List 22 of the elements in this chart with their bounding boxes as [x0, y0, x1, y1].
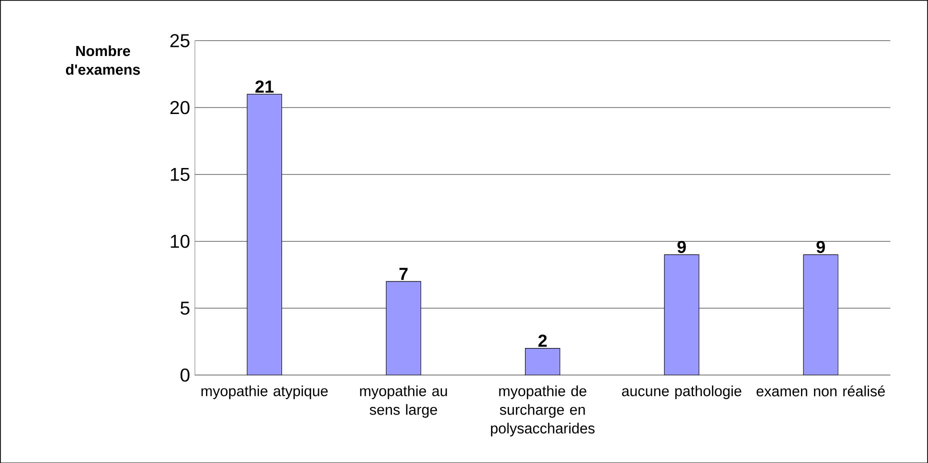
y-tick-label: 15	[170, 168, 190, 181]
data-label: 9	[816, 240, 825, 253]
y-tick-label: 25	[170, 34, 190, 48]
y-tick-label: 10	[170, 234, 190, 248]
y-tick-label: 0	[180, 368, 190, 382]
bar	[386, 280, 422, 375]
x-tick-label: myopathie de surcharge en polysaccharides	[491, 385, 595, 436]
x-tick-label: examen non réalisé	[756, 385, 885, 396]
data-label: 21	[255, 80, 274, 92]
y-axis-title: Nombre d'examens	[66, 45, 140, 75]
data-label: 7	[399, 268, 408, 280]
bar	[803, 254, 838, 375]
bar	[525, 348, 560, 375]
y-tick-label: 5	[180, 302, 190, 315]
x-tick-label: myopathie au sens large	[360, 385, 447, 418]
x-tick-label: aucune pathologie	[622, 385, 742, 399]
data-label: 9	[677, 240, 686, 253]
bar	[664, 254, 700, 375]
data-label: 2	[538, 334, 547, 347]
bar	[246, 94, 282, 375]
x-tick-label: myopathie atypique	[201, 385, 328, 399]
y-tick-label: 20	[170, 100, 190, 114]
